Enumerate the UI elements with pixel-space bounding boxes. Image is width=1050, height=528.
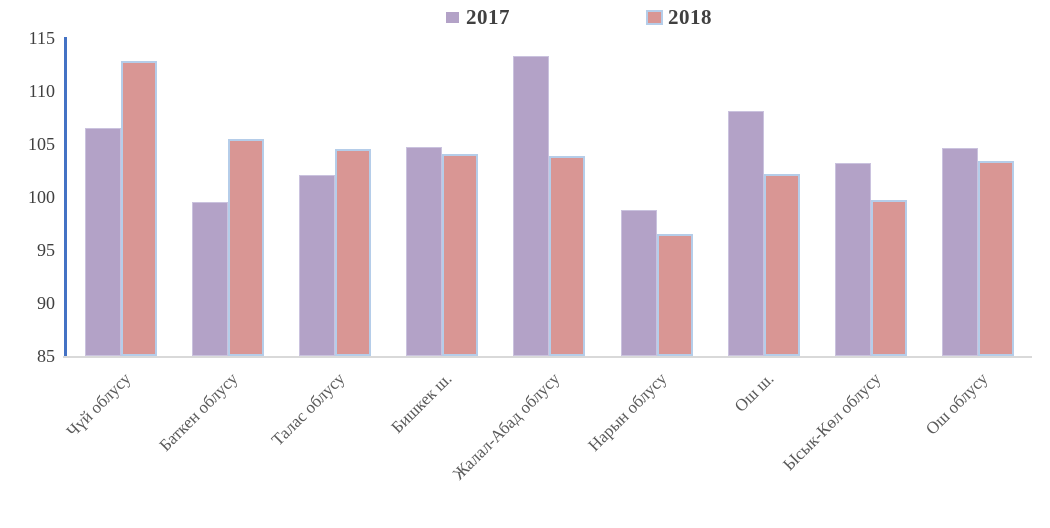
legend-label-2017: 2017 [466, 5, 510, 29]
bar-group [389, 38, 496, 356]
bar-2017 [406, 147, 443, 356]
bar-group [818, 38, 925, 356]
y-tick-label: 110 [28, 81, 55, 101]
bar-2017 [942, 148, 979, 356]
y-tick-label: 95 [37, 240, 55, 260]
y-tick-label: 100 [28, 187, 55, 207]
bar-group [925, 38, 1032, 356]
y-tick-label: 105 [28, 134, 55, 154]
legend-item-2018: 2018 [648, 5, 712, 30]
bar-2017 [835, 163, 872, 356]
bar-2018 [549, 155, 586, 356]
legend-swatch-2018 [648, 12, 661, 23]
bar-group [281, 38, 388, 356]
bar-2017 [620, 209, 657, 356]
bar-group [710, 38, 817, 356]
bar-2018 [978, 161, 1015, 356]
bar-group [603, 38, 710, 356]
bar-group [67, 38, 174, 356]
legend-label-2018: 2018 [668, 5, 712, 29]
legend-swatch-2017 [446, 12, 459, 23]
y-tick-label: 85 [37, 346, 55, 366]
bar-2017 [299, 174, 336, 356]
y-tick-label: 90 [37, 293, 55, 313]
bar-2018 [227, 138, 264, 356]
bar-2018 [120, 61, 157, 356]
chart-legend: 2017 2018 [54, 5, 1050, 30]
x-axis-line [63, 356, 1032, 358]
bar-2017 [84, 128, 121, 356]
y-tick-label: 115 [28, 28, 55, 48]
bar-2018 [656, 234, 693, 356]
plot-area [67, 38, 1032, 356]
bar-group [496, 38, 603, 356]
y-axis-line [64, 37, 67, 356]
bar-2017 [727, 111, 764, 356]
bar-group [174, 38, 281, 356]
bar-2018 [763, 173, 800, 356]
bar-2017 [191, 202, 228, 356]
legend-item-2017: 2017 [446, 5, 510, 30]
bar-2017 [513, 56, 550, 356]
bar-2018 [442, 153, 479, 356]
bar-2018 [335, 149, 372, 356]
bar-2018 [871, 200, 908, 356]
x-axis-category-label: Ош облусу [922, 369, 992, 439]
